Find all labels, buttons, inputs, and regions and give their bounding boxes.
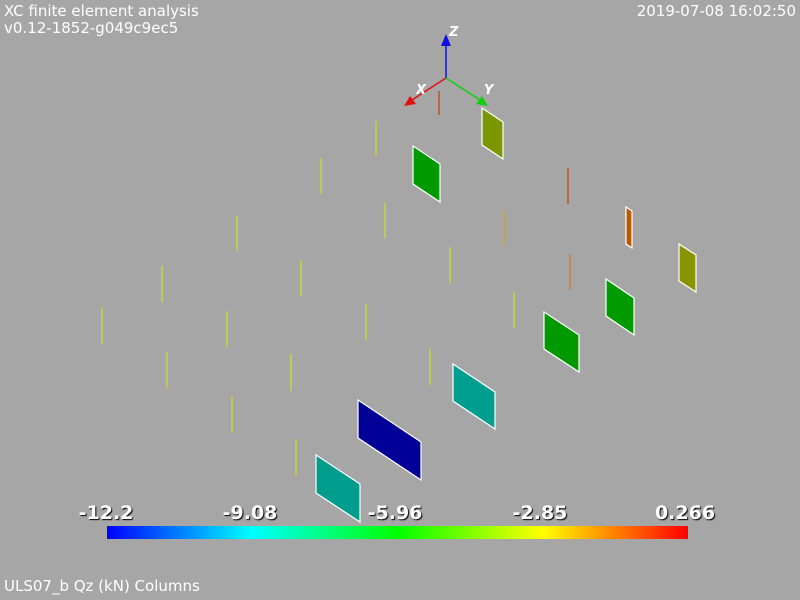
column-panel xyxy=(357,398,422,482)
column-panel xyxy=(543,310,580,374)
column-panel xyxy=(315,453,361,524)
colorbar-tick-label: 0.266 xyxy=(654,502,716,524)
app-title: XC finite element analysis xyxy=(4,2,199,20)
column-panel xyxy=(678,242,697,294)
column-panel xyxy=(412,144,441,204)
colorbar-tick-label: -2.85 xyxy=(512,502,568,524)
shear-panels xyxy=(315,106,697,524)
column-panel xyxy=(481,106,504,161)
axes-triad: Z X Y xyxy=(404,25,495,106)
column-lines xyxy=(101,91,571,476)
column-panel xyxy=(625,205,633,250)
z-axis-label: Z xyxy=(448,25,459,40)
colorbar-tick-label: -9.08 xyxy=(222,502,278,524)
x-axis-label: X xyxy=(415,83,427,98)
x-axis-arrow xyxy=(404,96,416,106)
colorbar xyxy=(107,526,688,539)
x-axis-line xyxy=(411,77,447,101)
y-axis-arrow xyxy=(476,96,488,106)
column-panel xyxy=(605,277,635,337)
z-axis-arrow xyxy=(441,34,451,46)
y-axis-line xyxy=(445,77,481,101)
column-panel xyxy=(452,362,496,431)
version-label: v0.12-1852-g049c9ec5 xyxy=(4,19,179,37)
timestamp: 2019-07-08 16:02:50 xyxy=(636,2,796,20)
result-caption: ULS07_b Qz (kN) Columns xyxy=(4,577,200,595)
colorbar-tick-label: -12.2 xyxy=(78,502,134,524)
y-axis-label: Y xyxy=(484,83,495,98)
colorbar-tick-label: -5.96 xyxy=(367,502,423,524)
